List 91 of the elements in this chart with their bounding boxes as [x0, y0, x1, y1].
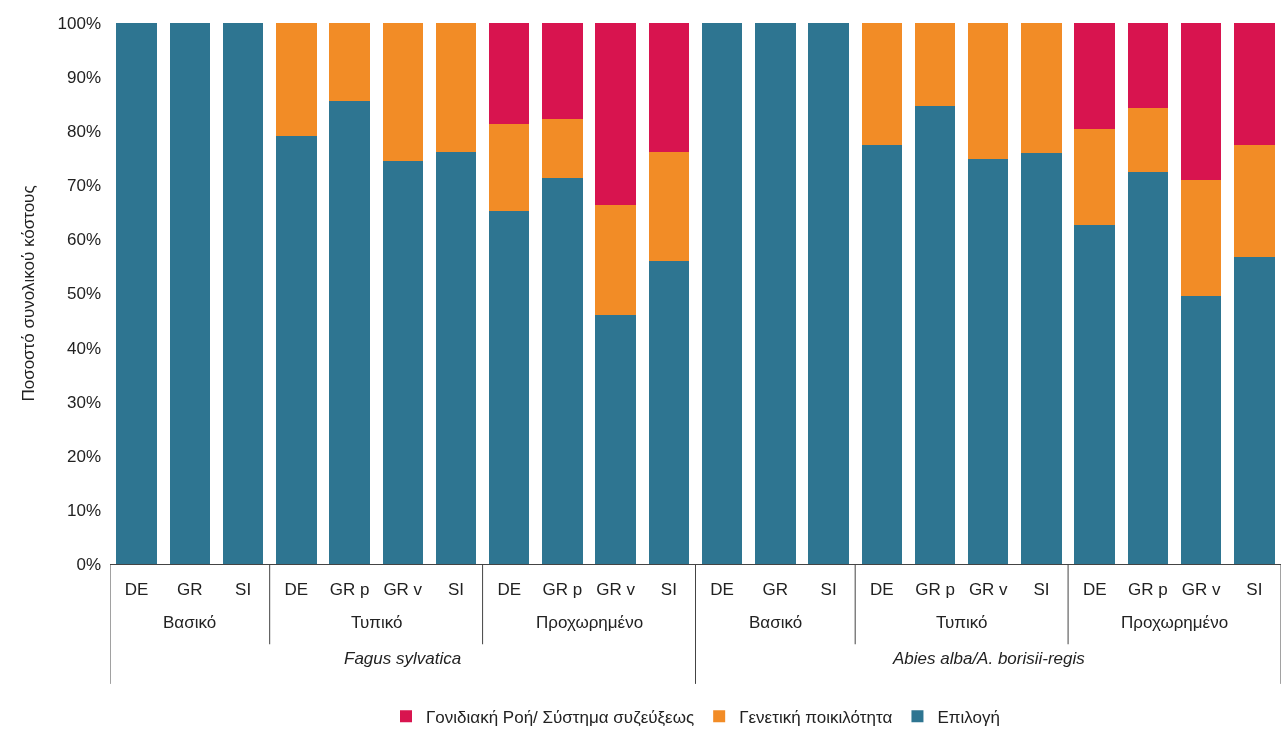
bar	[808, 23, 849, 564]
x-tick-label: GR v	[596, 580, 636, 600]
bar	[488, 124, 530, 212]
legend-label: Γενετική ποικιλότητα	[739, 707, 893, 727]
bar	[1021, 23, 1062, 153]
bar	[595, 315, 636, 564]
bar	[329, 101, 370, 564]
bar	[1180, 23, 1222, 181]
bar	[755, 23, 796, 564]
x-tick-label: SI	[1033, 580, 1050, 600]
text: Προχωρημένο	[536, 613, 644, 632]
x-tick-label: GR v	[1181, 580, 1222, 600]
bar	[861, 144, 903, 564]
y-tick-label: 50%	[66, 284, 101, 304]
bar	[382, 160, 423, 564]
bar	[435, 151, 477, 564]
bar	[1234, 256, 1275, 564]
x-tick-label: DE	[124, 580, 149, 600]
x-tick-label: DE	[710, 580, 734, 600]
bar	[1234, 144, 1275, 257]
x-tick-label: SI	[820, 580, 837, 600]
x-tick-label: GR	[762, 580, 789, 600]
bar	[1074, 23, 1115, 130]
bar	[488, 23, 530, 125]
x-tick-label: DE	[497, 580, 522, 600]
x-tick-label: SI	[660, 580, 677, 600]
bar	[1180, 295, 1222, 564]
x-tick-label: GR p	[329, 580, 370, 600]
bar	[1127, 108, 1169, 172]
bar	[595, 205, 636, 316]
bar	[914, 23, 956, 107]
x-tick-label: DE	[284, 580, 309, 600]
bar	[968, 158, 1009, 564]
x-tick-label: DE	[869, 580, 894, 600]
bar	[116, 23, 157, 564]
bar	[276, 136, 317, 564]
text: Προχωρημένο	[1121, 613, 1229, 632]
x-tick-label: GR v	[968, 580, 1009, 600]
y-tick-label: 70%	[66, 176, 101, 196]
bar	[1127, 171, 1169, 564]
x-tick-label: GR p	[915, 580, 955, 600]
x-tick-label: GR	[177, 580, 203, 600]
bar	[222, 23, 264, 564]
y-tick-label: 20%	[66, 446, 101, 466]
bar	[1021, 152, 1062, 564]
bar	[435, 23, 477, 152]
bar	[1127, 23, 1169, 109]
x-tick-label: GR p	[1128, 580, 1168, 600]
y-tick-label: 40%	[66, 338, 101, 358]
bar	[595, 23, 636, 206]
bar	[542, 23, 583, 120]
text: Βασικό	[163, 613, 217, 632]
bar	[169, 23, 211, 564]
bar	[329, 23, 370, 102]
y-tick-label: 30%	[66, 392, 101, 412]
y-tick-label: 0%	[76, 554, 101, 574]
y-tick-label: 80%	[66, 122, 101, 142]
bar	[648, 151, 690, 262]
text: Τυπικό	[936, 613, 988, 632]
legend-label: Γονιδιακή Ροή/ Σύστημα συζεύξεως	[426, 707, 695, 727]
y-tick-label: 100%	[57, 13, 101, 33]
x-tick-label: DE	[1082, 580, 1107, 600]
bar	[648, 261, 690, 564]
bar	[1074, 129, 1115, 226]
bar	[488, 211, 530, 564]
y-tick-label: 90%	[66, 68, 101, 88]
legend-label: Επιλογή	[937, 707, 1000, 727]
bar	[276, 23, 317, 137]
x-tick-label: SI	[447, 580, 465, 600]
bar	[861, 23, 903, 145]
bar	[382, 23, 423, 161]
text: Abies alba/A. borisii-regis	[892, 649, 1086, 668]
text: Βασικό	[749, 613, 803, 632]
bar	[701, 23, 743, 564]
x-tick-label: GR p	[542, 580, 583, 600]
x-tick-label: SI	[1246, 580, 1263, 600]
x-tick-label: GR v	[383, 580, 423, 600]
bar	[1180, 180, 1222, 296]
y-axis-title: Ποσοστό συνολικού κόστους	[19, 185, 39, 402]
x-tick-label: SI	[235, 580, 252, 600]
bar	[542, 119, 583, 178]
bar	[1074, 225, 1115, 564]
bar	[914, 106, 956, 564]
bar	[1234, 23, 1275, 145]
y-tick-label: 10%	[66, 500, 101, 520]
bar	[648, 23, 690, 152]
bar	[968, 23, 1009, 159]
text: Fagus sylvatica	[344, 649, 462, 668]
y-tick-label: 60%	[66, 230, 101, 250]
bar	[542, 177, 583, 564]
text: Τυπικό	[351, 613, 403, 632]
